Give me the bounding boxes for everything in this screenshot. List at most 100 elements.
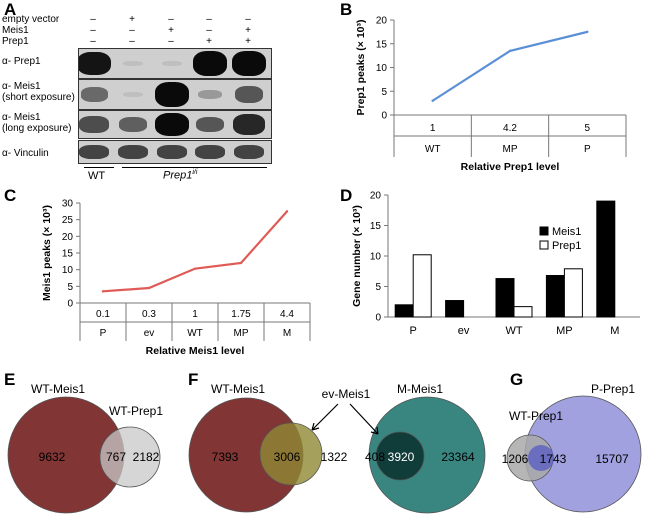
y-tick-label: 20: [370, 191, 382, 202]
data-point: [101, 290, 105, 293]
category-label: P: [100, 328, 107, 339]
treatment-sign: –: [206, 14, 212, 25]
venn-count: 767: [106, 450, 126, 464]
blot-band: [195, 145, 225, 159]
y-tick-label: 15: [62, 249, 74, 260]
y-tick-label: 10: [62, 265, 74, 276]
data-point: [508, 49, 512, 53]
venn-set-label: WT-Meis1: [31, 382, 85, 396]
treatment-sign: –: [90, 36, 96, 47]
blot-band: [193, 51, 227, 76]
blot-band: [119, 117, 147, 132]
blot-band: [118, 145, 148, 159]
bar: [445, 300, 465, 318]
y-tick-label: 5: [375, 282, 381, 293]
y-tick-label: 10: [370, 252, 382, 263]
category-label: MP: [234, 328, 249, 339]
panel-label-c: C: [4, 186, 17, 205]
y-tick-label: 5: [67, 282, 73, 293]
data-point: [431, 99, 434, 102]
level-label: 1: [430, 123, 436, 134]
y-tick-label: 20: [376, 16, 388, 27]
legend-swatch: [539, 226, 549, 236]
blot-band: [198, 89, 222, 100]
category-label: ev: [144, 328, 155, 339]
bar: [394, 304, 414, 318]
blot-label: α- Meis1 (long exposure): [2, 112, 72, 134]
blot-label: α- Vinculin: [2, 148, 49, 159]
blot-band: [155, 113, 189, 136]
venn-count: 2182: [133, 450, 160, 464]
y-tick-label: 20: [62, 232, 74, 243]
data-point: [193, 267, 197, 270]
bar: [513, 306, 533, 318]
bar: [563, 268, 583, 318]
blot-band: [232, 51, 266, 76]
blot-band: [234, 145, 264, 159]
level-label: 1.75: [231, 309, 251, 320]
treatment-sign: +: [129, 14, 135, 25]
y-tick-label: 15: [370, 221, 382, 232]
category-label: P: [584, 144, 591, 155]
venn-count: 23364: [441, 450, 475, 464]
treatment-sign: –: [168, 14, 174, 25]
panel-label-d: D: [340, 186, 353, 205]
treatment-label: empty vector: [2, 14, 60, 25]
series-line: [432, 30, 588, 102]
category-label: M: [283, 328, 291, 339]
gene-number-bar-chart: 0 5 10 15 20 P ev WT MP M Meis1 Prep1 Gene number (×…: [351, 191, 640, 337]
panel-label-b: B: [340, 0, 353, 19]
y-tick-label: 15: [376, 39, 388, 50]
bar: [412, 254, 432, 318]
panel-label-a: A: [4, 0, 17, 19]
meis1-peaks-line-chart: 0 5 10 15 20 25 30 0.1 0.3 1 1.75 4.4 P ev WT MP M Relati…: [41, 199, 311, 355]
venn-count: 408: [365, 450, 385, 464]
venn-count: 9632: [39, 450, 66, 464]
panel-label-g: G: [510, 370, 524, 389]
blot-strip: [78, 79, 272, 110]
y-axis-title: Prep1 peaks (× 10³): [355, 19, 367, 115]
y-tick-label: 0: [381, 111, 387, 122]
x-axis-title: Relative Prep1 level: [461, 161, 560, 173]
blot-label: α- Prep1: [2, 56, 41, 67]
category-label: M: [610, 325, 619, 337]
blot-band: [122, 91, 144, 98]
level-label: 1: [192, 309, 198, 320]
data-point: [586, 30, 589, 34]
category-label: WT: [187, 328, 203, 339]
level-label: 0.1: [96, 309, 110, 320]
blot-band: [234, 86, 264, 103]
venn-circle-m-meis1: [368, 396, 486, 514]
arrow-to-ev-meis1-left: [311, 403, 339, 431]
treatment-label: Meis1: [2, 25, 29, 36]
y-axis-title: Gene number (× 10³): [351, 205, 363, 307]
panel-label-e: E: [4, 370, 16, 389]
blot-band: [79, 51, 111, 76]
legend-label: Prep1: [552, 240, 581, 252]
blot-strip: [78, 140, 272, 164]
venn-set-label: WT-Meis1: [211, 382, 265, 396]
treatment-sign: –: [245, 14, 251, 25]
category-label: WT: [425, 144, 441, 155]
y-tick-label: 0: [67, 299, 73, 310]
blot-band: [157, 145, 187, 159]
treatment-sign: +: [245, 36, 251, 47]
bar: [495, 278, 515, 318]
venn-count: 15707: [595, 452, 629, 466]
level-label: 5: [585, 123, 591, 134]
level-label: 0.3: [142, 309, 156, 320]
treatment-sign: +: [206, 36, 212, 47]
arrow-to-ev-meis1-right: [349, 403, 379, 435]
category-label: P: [410, 325, 417, 337]
group-label-wt: WT: [88, 170, 106, 182]
panel-label-f: F: [188, 370, 199, 389]
y-tick-label: 30: [62, 199, 74, 210]
venn-count: 1743: [540, 452, 567, 466]
treatment-sign: +: [245, 25, 251, 36]
venn-set-label: M-Meis1: [397, 382, 443, 396]
treatment-label: Prep1: [2, 36, 29, 47]
blot-label: α- Meis1 (short exposure): [2, 81, 75, 103]
venn-count: 1322: [321, 450, 348, 464]
legend-label: Meis1: [552, 226, 581, 238]
blot-band: [155, 82, 189, 107]
